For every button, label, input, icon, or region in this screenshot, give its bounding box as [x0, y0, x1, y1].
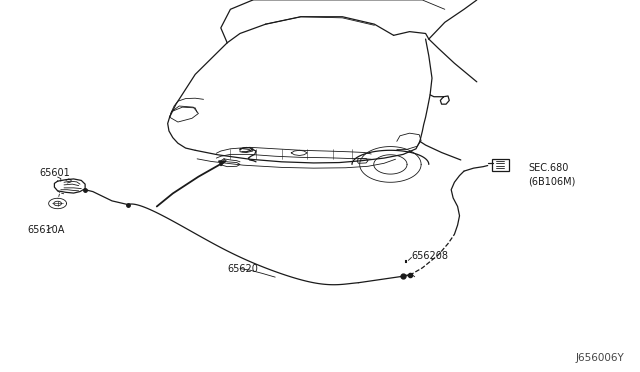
Text: (6B106M): (6B106M): [528, 176, 575, 186]
Text: 65620: 65620: [227, 263, 258, 273]
Text: 65601: 65601: [40, 167, 70, 177]
Text: 65610A: 65610A: [27, 224, 64, 234]
Text: 656208: 656208: [412, 251, 449, 261]
Text: J656006Y: J656006Y: [575, 353, 624, 363]
Text: SEC.680: SEC.680: [528, 163, 568, 173]
